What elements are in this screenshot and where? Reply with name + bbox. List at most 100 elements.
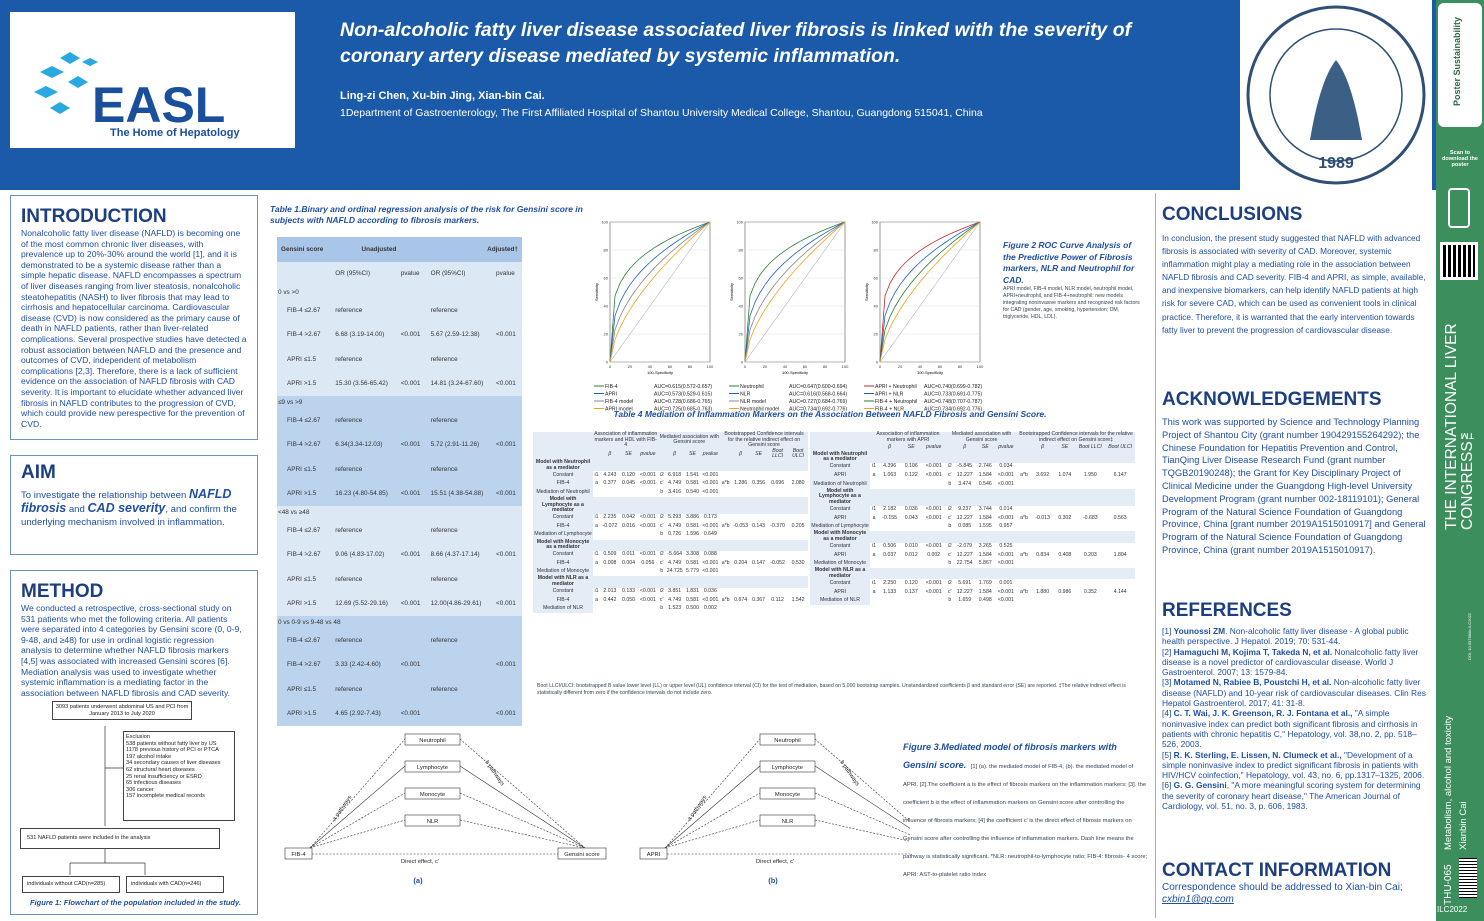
cell — [731, 605, 750, 614]
cell: 0.302 — [1058, 514, 1072, 521]
cell: 24.725 — [666, 568, 683, 575]
cell: reference — [335, 416, 363, 424]
row: FIB-4 >2.67 9.06 (4.83-17.02) <0.001 8.66 (… — [277, 542, 522, 567]
sub-cell — [1017, 443, 1031, 452]
cell — [1031, 543, 1054, 552]
cell — [878, 480, 901, 489]
mediator-box — [759, 760, 816, 773]
presenter: Xianbin Cai — [1458, 801, 1469, 850]
mediator: Lymphocyte — [417, 765, 448, 771]
mediator: NLR — [427, 819, 439, 825]
x-tick-label: 0 — [744, 364, 747, 369]
cell: Mediation of Lymphocyte — [810, 522, 870, 532]
cell: 0.530 — [791, 559, 805, 566]
row: Constant i1 4.396 0.106 <0.001 i2 -5.845 2.746 0… — [810, 462, 1135, 472]
figure2-note: APRI model, FIB-4 model, NLR model, neut… — [1003, 286, 1140, 320]
cell: 0.010 — [904, 543, 918, 549]
group-row: ≤9 vs >9 — [277, 396, 522, 408]
sub-cell: pvalue — [400, 270, 420, 278]
legend-auc: AUC=0.728(0.686-0.765) — [654, 399, 712, 405]
cell — [620, 488, 638, 497]
cell: FIB-4 — [533, 559, 593, 568]
cell: a*b — [1020, 472, 1028, 479]
cell: i1 — [594, 514, 599, 521]
seal: 1989 — [1246, 5, 1426, 185]
a-label: a pathways — [332, 795, 354, 823]
cell: 0.377 — [603, 480, 617, 487]
legend-auc: AUC=0.734(0.692-0.776) — [924, 407, 982, 413]
header-cell: Association of inflammation markers and … — [594, 431, 658, 449]
x-tick-label: 60 — [803, 364, 808, 369]
cell — [750, 568, 767, 577]
cell: 1.659 — [958, 597, 972, 604]
sub-cell — [720, 449, 731, 460]
cell: 1.596 — [685, 531, 699, 538]
cell: 1.584 — [978, 514, 992, 521]
cell — [767, 471, 788, 480]
cell: a*b — [721, 596, 730, 603]
mediator: Monocyte — [775, 792, 800, 798]
cell — [731, 551, 750, 560]
cell: <0.001 — [496, 551, 516, 559]
x-tick-label: 100 — [707, 364, 714, 369]
group-cell: 0 vs >0 — [278, 288, 299, 296]
cell: 6.68 (3.19-14.00) — [335, 331, 385, 339]
sub-cell: SE — [1061, 443, 1069, 450]
x-tick-label: 20 — [898, 364, 903, 369]
cell: 0.581 — [685, 559, 699, 566]
row: APRI ≤1.5 reference reference — [277, 677, 522, 702]
panel-tag: (a) — [413, 876, 423, 885]
row: Mediation of Neutrophil b 3.416 0.540 <0.001 — [533, 488, 808, 497]
cell: 0.509 — [603, 551, 617, 558]
reference: [4] C. T. Wai, J. K. Greenson, R. J. Fon… — [1162, 708, 1430, 749]
cell: <0.001 — [400, 661, 421, 669]
cell — [637, 488, 658, 497]
row: APRI >1.5 16.23 (4.80-54.85) <0.001 15.51 (… — [277, 481, 522, 506]
cell: 5.691 — [958, 579, 972, 586]
x-tick-label: 100 — [977, 364, 984, 369]
header-cell: Mediated association with Gensini score — [659, 433, 719, 446]
cell — [1017, 506, 1031, 515]
sub-row: β SE pvalue β SE pvalue β SE Boot LLCI Boot ULCI — [533, 448, 808, 460]
cell: <0.001 — [925, 463, 942, 470]
conclusions: CONCLUSIONS In conclusion, the present st… — [1162, 204, 1430, 337]
cell — [901, 523, 921, 532]
cell — [810, 432, 870, 443]
cell: 2.182 — [883, 506, 897, 513]
cell: APRI ≤1.5 — [287, 685, 317, 693]
cell — [720, 514, 731, 523]
cell: 0.014 — [999, 506, 1013, 513]
group-cell: Model with Monocyte as a mediator — [813, 530, 867, 542]
cell: c' — [947, 588, 952, 595]
exclusion-item: 1178 previous history of PCI or PTCA — [126, 747, 219, 754]
conclusions-heading: CONCLUSIONS — [1162, 204, 1303, 225]
cell — [1017, 543, 1031, 552]
cell: 4.144 — [1113, 588, 1127, 595]
cell — [750, 605, 767, 614]
exposure: FIB-4 — [291, 852, 306, 858]
sub-cell: OR (95%CI) — [335, 270, 371, 278]
cell: <0.001 — [925, 588, 942, 595]
method-text: We conducted a retrospective, cross-sect… — [21, 603, 242, 698]
cell: <0.001 — [639, 551, 656, 558]
legend-auc: AUC=0.616(0.568-0.664) — [789, 392, 847, 398]
cell — [870, 452, 1135, 463]
cell — [637, 568, 658, 577]
cell — [1105, 506, 1135, 515]
cell — [731, 588, 750, 597]
cell: 0.649 — [703, 531, 717, 538]
cell: APRI — [810, 471, 870, 481]
header-cell: Gensini score — [281, 245, 324, 253]
seal-box: 1989 — [1240, 0, 1432, 190]
y-tick-label: 80 — [739, 248, 744, 253]
legend-name: APRI — [605, 392, 617, 398]
cell: 14.81 (3.24-67.60) — [430, 380, 484, 388]
row: APRI a 0.037 0.012 0.002 c' 12.227 1.584 <0.001 a… — [810, 551, 1135, 560]
cell — [397, 457, 427, 482]
cell: 2.080 — [791, 480, 805, 487]
cell — [533, 432, 593, 449]
x-tick-label: 40 — [648, 364, 653, 369]
cell — [1105, 480, 1135, 489]
cell: 5.293 — [668, 514, 682, 521]
cell — [767, 551, 788, 560]
